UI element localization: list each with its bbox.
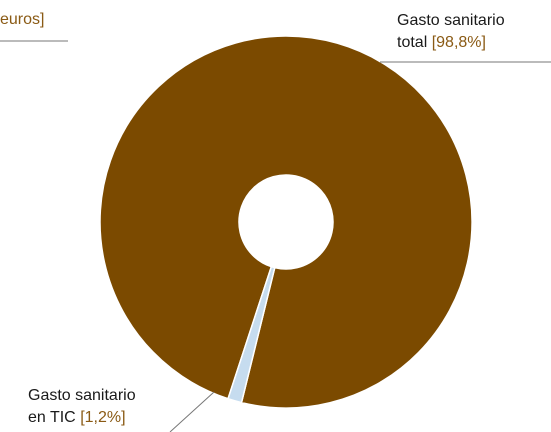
label-tic-line2-row: en TIC [1,2%]	[28, 407, 136, 429]
label-total-line2: total	[397, 34, 428, 51]
slice-group	[99, 35, 473, 409]
label-tic-line1: Gasto sanitario	[28, 387, 136, 404]
truncated-unit-label: euros]	[0, 10, 44, 30]
label-total: Gasto sanitario total [98,8%]	[397, 10, 505, 54]
label-tic-line2: en TIC	[28, 409, 76, 426]
label-total-line1: Gasto sanitario	[397, 12, 505, 29]
slice-gasto-sanitario-tic	[227, 265, 276, 404]
slice-gasto-sanitario-total	[99, 35, 473, 409]
leader-line-tic	[169, 391, 215, 432]
label-tic: Gasto sanitario en TIC [1,2%]	[28, 385, 136, 429]
label-total-line2-row: total [98,8%]	[397, 32, 505, 54]
label-tic-percent: [1,2%]	[80, 409, 126, 426]
unit-text: euros]	[0, 11, 45, 28]
label-total-percent: [98,8%]	[431, 34, 486, 51]
